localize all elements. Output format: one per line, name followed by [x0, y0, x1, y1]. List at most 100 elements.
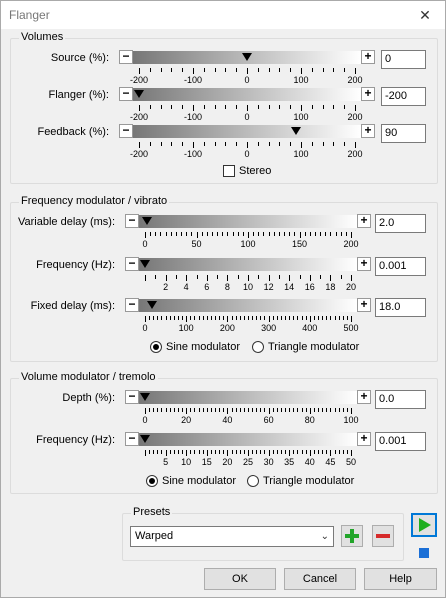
increment-button[interactable]: + [361, 87, 375, 101]
depth-input[interactable]: 0.0 [375, 390, 426, 409]
tick-mark [215, 408, 216, 412]
slider-track[interactable] [139, 258, 357, 271]
tick-mark [314, 316, 315, 320]
flanger-slider[interactable]: − + -200 -100 0 100 200 [119, 86, 375, 103]
tick-mark [139, 68, 140, 74]
increment-button[interactable]: + [357, 214, 371, 228]
tick-mark [341, 232, 342, 236]
fixed-delay-input[interactable]: 18.0 [375, 298, 426, 317]
tick-mark [322, 408, 323, 412]
freq-mod-triangle-radio[interactable] [252, 341, 264, 353]
decrement-button[interactable]: − [119, 87, 133, 101]
flanger-input[interactable]: -200 [381, 87, 426, 106]
tick-mark [150, 232, 151, 236]
help-button[interactable]: Help [364, 568, 437, 590]
tick-label: 35 [284, 457, 294, 467]
slider-thumb[interactable] [141, 213, 153, 230]
variable-delay-slider[interactable]: − +0 50 100 150 200 [125, 213, 371, 230]
tick-mark [227, 408, 228, 414]
vol-mod-frequency-slider[interactable]: − +5 10 15 20 25 30 35 40 45 50 [125, 431, 371, 448]
tick-mark [263, 232, 264, 236]
tick-mark [339, 450, 340, 454]
vol-mod-triangle-radio[interactable] [247, 475, 259, 487]
tick-mark [240, 408, 241, 412]
source-slider[interactable]: − + -200 -100 0 100 200 [119, 49, 375, 66]
tick-mark [281, 408, 282, 412]
ok-button[interactable]: OK [204, 568, 276, 590]
cancel-button[interactable]: Cancel [284, 568, 356, 590]
window-title: Flanger [9, 8, 50, 22]
increment-button[interactable]: + [357, 257, 371, 271]
tick-mark [285, 316, 286, 320]
tick-mark [344, 68, 345, 72]
play-button[interactable] [411, 513, 437, 537]
slider-track[interactable] [139, 433, 357, 446]
add-preset-button[interactable] [341, 525, 363, 547]
tick-mark [346, 232, 347, 236]
variable-delay-input[interactable]: 2.0 [375, 214, 426, 233]
stop-icon [413, 543, 435, 563]
tick-mark [289, 408, 290, 412]
slider-track[interactable] [139, 215, 357, 228]
vol-mod-group-title: Volume modulator / tremolo [19, 371, 158, 383]
increment-button[interactable]: + [357, 298, 371, 312]
stop-button[interactable] [413, 543, 435, 563]
slider-thumb[interactable] [139, 256, 151, 273]
tick-label: 12 [264, 282, 274, 292]
tick-mark [166, 408, 167, 412]
tick-mark [323, 68, 324, 72]
remove-preset-button[interactable] [372, 525, 394, 547]
freq-mod-frequency-input[interactable]: 0.001 [375, 257, 426, 276]
slider-track[interactable] [139, 391, 357, 404]
source-input[interactable]: 0 [381, 50, 426, 69]
tick-mark [153, 408, 154, 412]
tick-mark [182, 68, 183, 72]
tick-mark [301, 105, 302, 111]
freq-mod-frequency-slider[interactable]: − +2 4 6 8 10 12 14 16 18 20 [125, 256, 371, 273]
decrement-button[interactable]: − [119, 124, 133, 138]
tick-mark [273, 450, 274, 454]
feedback-slider[interactable]: − + -200 -100 0 100 200 [119, 123, 375, 140]
tick-mark [312, 105, 313, 109]
tick-label: 40 [222, 415, 232, 425]
freq-mod-sine-radio[interactable] [150, 341, 162, 353]
close-button[interactable]: ✕ [405, 1, 445, 29]
vol-mod-frequency-input[interactable]: 0.001 [375, 432, 426, 451]
increment-button[interactable]: + [357, 432, 371, 446]
depth-slider[interactable]: − +0 20 40 60 80 100 [125, 389, 371, 406]
slider-thumb[interactable] [133, 86, 145, 103]
tick-mark [330, 316, 331, 320]
fixed-delay-slider[interactable]: − +0 100 200 300 400 500 [125, 297, 371, 314]
decrement-button[interactable]: − [125, 298, 139, 312]
feedback-input[interactable]: 90 [381, 124, 426, 143]
slider-thumb[interactable] [139, 431, 151, 448]
decrement-button[interactable]: − [125, 432, 139, 446]
slider-thumb[interactable] [146, 297, 158, 314]
decrement-button[interactable]: − [125, 257, 139, 271]
vol-mod-sine-radio[interactable] [146, 475, 158, 487]
tick-mark [227, 450, 228, 456]
tick-mark [310, 275, 311, 281]
tick-mark [176, 275, 177, 279]
source-label: Source (%): [51, 52, 109, 64]
slider-thumb[interactable] [290, 123, 302, 140]
slider-thumb[interactable] [241, 49, 253, 66]
slider-track[interactable] [133, 88, 361, 101]
increment-button[interactable]: + [361, 50, 375, 64]
tick-mark [314, 408, 315, 412]
decrement-button[interactable]: − [119, 50, 133, 64]
slider-track[interactable] [139, 299, 357, 312]
increment-button[interactable]: + [357, 390, 371, 404]
stereo-checkbox[interactable] [223, 165, 235, 177]
slider-thumb[interactable] [139, 389, 151, 406]
slider-track[interactable] [133, 125, 361, 138]
tick-mark [322, 316, 323, 320]
increment-button[interactable]: + [361, 124, 375, 138]
minus-icon [373, 526, 393, 546]
tick-mark [285, 450, 286, 454]
decrement-button[interactable]: − [125, 390, 139, 404]
decrement-button[interactable]: − [125, 214, 139, 228]
preset-select[interactable]: Warped ⌄ [130, 526, 334, 547]
tick-mark [145, 275, 146, 281]
tick-mark [335, 450, 336, 454]
